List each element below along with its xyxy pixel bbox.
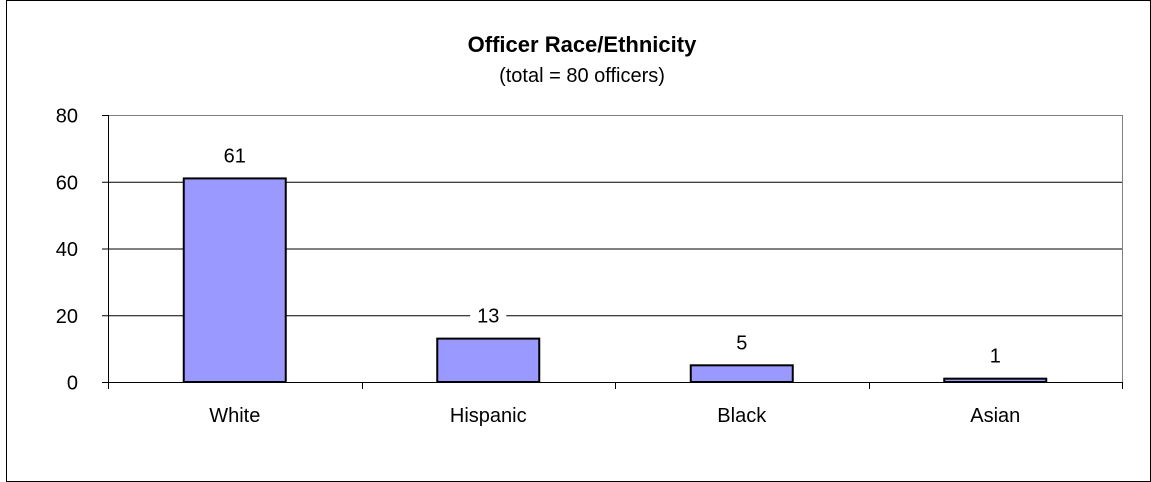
x-tick-label-black: Black (717, 405, 767, 427)
y-tick-label: 80 (56, 106, 78, 128)
bar-asian (944, 379, 1046, 382)
data-label-asian: 1 (990, 346, 1001, 368)
y-tick-label: 0 (67, 373, 78, 395)
bar-white (184, 178, 286, 382)
x-tick-label-asian: Asian (970, 405, 1020, 427)
data-label-black: 5 (736, 332, 747, 354)
bars (184, 178, 1047, 382)
chart-subtitle: (total = 80 officers) (499, 65, 665, 87)
bar-black (691, 365, 793, 382)
bar-hispanic (437, 339, 539, 382)
y-tick-label: 20 (56, 306, 78, 328)
y-tick-label: 60 (56, 172, 78, 194)
chart-title: Officer Race/Ethnicity (468, 32, 697, 57)
data-label-white: 61 (224, 145, 246, 167)
x-tick-label-white: White (209, 405, 260, 427)
x-tick-label-hispanic: Hispanic (450, 405, 527, 427)
y-tick-label: 40 (56, 239, 78, 261)
data-label-hispanic: 13 (477, 306, 499, 328)
